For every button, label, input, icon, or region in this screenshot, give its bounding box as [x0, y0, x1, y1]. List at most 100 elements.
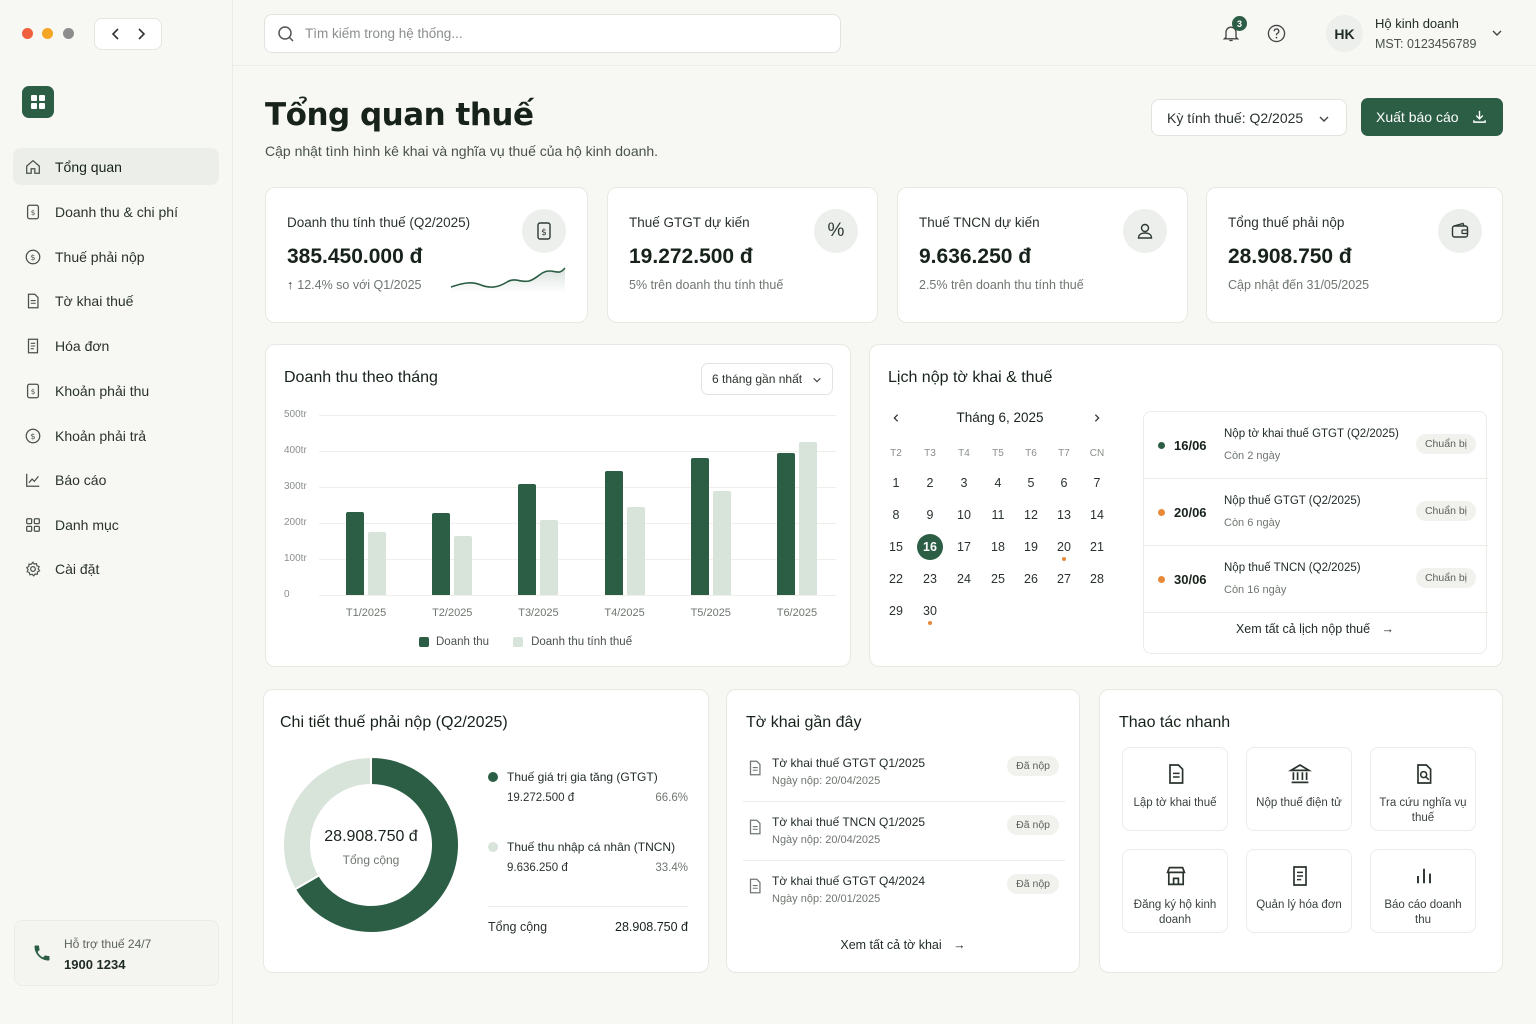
prev-month-icon[interactable] [889, 411, 903, 425]
weekday-label: T6 [1025, 448, 1037, 459]
bar-revenue[interactable] [776, 452, 795, 595]
forward-icon[interactable] [134, 27, 148, 41]
calendar-day[interactable]: 24 [957, 572, 971, 586]
sidebar-item-4[interactable]: Tờ khai thuế [13, 282, 219, 319]
recent-item[interactable]: Tờ khai thuế TNCN Q1/2025 Ngày nộp: 20/04… [743, 809, 1065, 861]
window-maximize-dot[interactable] [63, 28, 74, 39]
stat-card-gtgt[interactable]: Thuế GTGT dự kiến 19.272.500 đ 5% trên d… [607, 187, 878, 323]
recent-item[interactable]: Tờ khai thuế GTGT Q1/2025 Ngày nộp: 20/04… [743, 750, 1065, 802]
schedule-view-all[interactable]: Xem tất cả lịch nộp thuế → [1144, 622, 1486, 636]
quick-action-3[interactable]: Tra cứu nghĩa vụ thuế [1370, 747, 1476, 831]
calendar-day[interactable]: 18 [991, 540, 1005, 554]
calendar-day[interactable]: 27 [1057, 572, 1071, 586]
stat-value: 19.272.500 đ [629, 245, 753, 268]
gridline [319, 487, 836, 488]
range-select[interactable]: 6 tháng gần nhất [701, 363, 833, 395]
document-icon [746, 759, 764, 777]
bar-taxable[interactable] [540, 520, 559, 595]
stat-card-tncn[interactable]: Thuế TNCN dự kiến 9.636.250 đ 2.5% trên … [897, 187, 1188, 323]
calendar-day[interactable]: 5 [1027, 476, 1035, 490]
calendar-day[interactable]: 30 [923, 604, 937, 618]
calendar-day[interactable]: 16 [917, 534, 943, 560]
app-logo[interactable] [22, 86, 54, 118]
bar-taxable[interactable] [368, 532, 387, 595]
sidebar-item-3[interactable]: $ Thuế phải nộp [13, 238, 219, 275]
bar-revenue[interactable] [604, 470, 623, 595]
quick-action-4[interactable]: Đăng ký hộ kinh doanh [1122, 849, 1228, 933]
x-tick-label: T5/2025 [690, 607, 731, 619]
calendar-day[interactable]: 13 [1057, 508, 1071, 522]
recent-item[interactable]: Tờ khai thuế GTGT Q4/2024 Ngày nộp: 20/01… [743, 868, 1065, 920]
quick-action-1[interactable]: Lập tờ khai thuế [1122, 747, 1228, 831]
calendar-day[interactable]: 1 [892, 476, 900, 490]
search-box[interactable]: Tìm kiếm trong hệ thống... [264, 14, 841, 53]
calendar-day[interactable]: 8 [892, 508, 900, 522]
calendar-day[interactable]: 12 [1024, 508, 1038, 522]
calendar-day[interactable]: 6 [1060, 476, 1068, 490]
calendar-day[interactable]: 23 [923, 572, 937, 586]
export-button[interactable]: Xuất báo cáo [1361, 98, 1503, 136]
sidebar-item-9[interactable]: Danh mục [13, 506, 219, 543]
recent-view-all[interactable]: Xem tất cả tờ khai → [727, 938, 1079, 952]
calendar-day[interactable]: 15 [889, 540, 903, 554]
calendar-day[interactable]: 22 [889, 572, 903, 586]
calendar-day[interactable]: 29 [889, 604, 903, 618]
calendar-day[interactable]: 26 [1024, 572, 1038, 586]
sidebar-item-8[interactable]: Báo cáo [13, 461, 219, 498]
sidebar-item-6[interactable]: $ Khoản phải thu [13, 372, 219, 409]
back-icon[interactable] [109, 27, 123, 41]
donut-slice[interactable] [282, 756, 372, 891]
window-close-dot[interactable] [22, 28, 33, 39]
window-minimize-dot[interactable] [42, 28, 53, 39]
search-icon [277, 25, 295, 43]
bar-revenue[interactable] [432, 513, 451, 595]
stat-card-total[interactable]: Tổng thuế phải nộp 28.908.750 đ Cập nhật… [1206, 187, 1503, 323]
calendar-day[interactable]: 11 [991, 508, 1005, 522]
donut-center-label: Tổng cộng [342, 853, 400, 867]
bar-taxable[interactable] [712, 490, 731, 595]
calendar-day[interactable]: 20 [1057, 540, 1071, 554]
donut-slice[interactable] [293, 756, 460, 934]
bar-taxable[interactable] [454, 535, 473, 595]
sidebar-item-10[interactable]: Cài đặt [13, 550, 219, 587]
quick-action-6[interactable]: Báo cáo doanh thu [1370, 849, 1476, 933]
sidebar-item-2[interactable]: $ Doanh thu & chi phí [13, 193, 219, 230]
calendar-day[interactable]: 17 [957, 540, 971, 554]
stat-change-text: 12.4% so với Q1/2025 [297, 278, 422, 292]
calendar-day[interactable]: 7 [1093, 476, 1101, 490]
schedule-item[interactable]: 30/06 Nộp thuế TNCN (Q2/2025) Còn 16 ngày C… [1144, 546, 1488, 613]
donut-center-value: 28.908.750 đ [324, 828, 418, 845]
sidebar-item-1[interactable]: Tổng quan [13, 148, 219, 185]
calendar-day[interactable]: 10 [957, 508, 971, 522]
stat-card-revenue[interactable]: Doanh thu tính thuế (Q2/2025) 385.450.00… [265, 187, 588, 323]
support-box[interactable]: Hỗ trợ thuế 24/7 1900 1234 [14, 920, 219, 986]
quick-action-5[interactable]: Quản lý hóa đơn [1246, 849, 1352, 933]
calendar-day[interactable]: 28 [1090, 572, 1104, 586]
schedule-item[interactable]: 20/06 Nộp thuế GTGT (Q2/2025) Còn 6 ngày Ch… [1144, 479, 1488, 546]
bar-revenue[interactable] [690, 458, 709, 595]
calendar-day[interactable]: 19 [1024, 540, 1038, 554]
next-month-icon[interactable] [1090, 411, 1104, 425]
period-select[interactable]: Kỳ tính thuế: Q2/2025 [1151, 99, 1347, 136]
sidebar-item-7[interactable]: $ Khoản phải trả [13, 417, 219, 454]
calendar-day[interactable]: 2 [926, 476, 934, 490]
calendar-day[interactable]: 4 [994, 476, 1002, 490]
avatar[interactable]: HK [1326, 15, 1363, 52]
calendar-day[interactable]: 3 [960, 476, 968, 490]
calendar-day[interactable]: 21 [1090, 540, 1104, 554]
schedule-item[interactable]: 16/06 Nộp tờ khai thuế GTGT (Q2/2025) Còn … [1144, 412, 1488, 479]
bar-taxable[interactable] [798, 442, 817, 595]
bar-revenue[interactable] [346, 512, 365, 595]
sparkline [450, 267, 566, 293]
help-icon[interactable] [1266, 23, 1286, 43]
calendar-day[interactable]: 9 [926, 508, 934, 522]
calendar-day[interactable]: 14 [1090, 508, 1104, 522]
quick-action-2[interactable]: Nộp thuế điện tử [1246, 747, 1352, 831]
bar-taxable[interactable] [626, 506, 645, 595]
bar-revenue[interactable] [518, 484, 537, 595]
tax-item-amount: 19.272.500 đ [507, 792, 575, 804]
status-dot [1158, 509, 1165, 516]
chevron-down-icon[interactable] [1490, 26, 1504, 40]
calendar-day[interactable]: 25 [991, 572, 1005, 586]
sidebar-item-5[interactable]: Hóa đơn [13, 327, 219, 364]
